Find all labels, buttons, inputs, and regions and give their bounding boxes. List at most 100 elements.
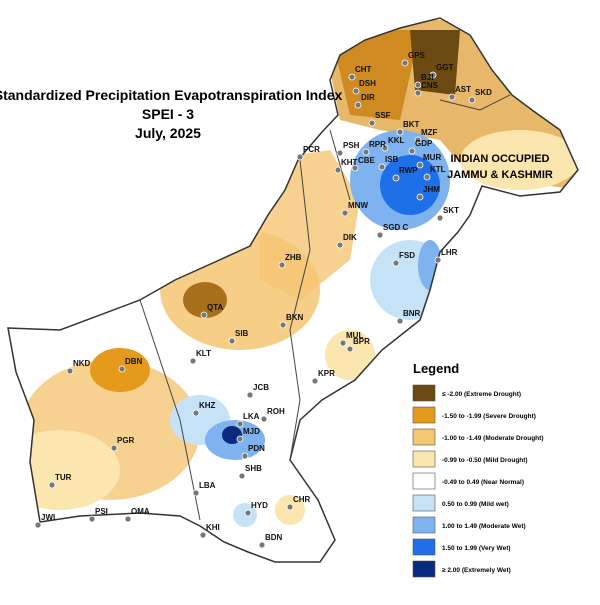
legend-label: 1.00 to 1.49 (Moderate Wet) [442,523,526,530]
station-label: BKN [286,313,304,322]
station-dot [244,509,252,517]
province-borders [139,94,511,521]
legend-swatch [412,516,436,534]
legend-label: ≤ -2.00 (Extreme Drought) [442,391,521,398]
station-dot [258,541,266,549]
legend: Legend ≤ -2.00 (Extreme Drought) -1.50 to … [412,361,543,578]
station-label: OMA [131,507,150,516]
station-label: PSI [95,507,108,516]
station-dot [414,136,422,144]
title-line: SPEI - 3 [142,106,194,122]
station-dot [414,89,422,97]
station-label: KHI [206,523,220,532]
station-dot [246,391,254,399]
station-dot [339,339,347,347]
station-label: GDP [415,139,433,148]
station-dot [118,365,126,373]
station-dot [296,153,304,161]
station-label: DIR [361,93,375,102]
station-dot [110,444,118,452]
station-dot [429,71,437,79]
station-dot [341,209,349,217]
station-dot [192,409,200,417]
station-label: BDN [265,533,283,542]
region-label: INDIAN OCCUPIED JAMMU & KASHMIR [447,153,553,181]
region-text: INDIAN OCCUPIED [450,153,549,165]
station-dot [348,73,356,81]
station-dot [192,489,200,497]
station-dot [334,166,342,174]
station-label: PCR [303,145,320,154]
legend-label: -1.50 to -1.99 (Severe Drought) [442,413,536,420]
legend-label: -0.49 to 0.49 (Near Normal) [442,479,524,486]
legend-swatch [412,494,436,512]
station-dot [236,435,244,443]
station-label: ROH [267,407,285,416]
station-dot [66,367,74,375]
station-label: JWI [41,513,55,522]
station-dot [368,119,376,127]
legend-title: Legend [413,361,459,376]
title-block: Standardized Precipitation Evapotranspir… [0,87,342,141]
legend-swatch [412,472,436,490]
station-label: TUR [55,473,72,482]
legend-swatch [412,406,436,424]
legend-label: ≥ 2.00 (Extremely Wet) [442,567,511,574]
station-label: DSH [359,79,376,88]
station-dot [200,311,208,319]
station-dot [352,87,360,95]
station-dot [189,357,197,365]
station-label: SSF [375,111,391,120]
station-label: PDN [248,444,265,453]
legend-swatch [412,538,436,556]
station-dot [228,337,236,345]
station-dot [392,259,400,267]
station-label: CHT [355,65,372,74]
title-line: Standardized Precipitation Evapotranspir… [0,87,342,103]
station-label: QTA [207,303,224,312]
station-label: LBA [199,481,216,490]
station-label: LKA [243,412,260,421]
station-dot [124,515,132,523]
station-dot [241,452,249,460]
title-line: July, 2025 [135,125,201,141]
station-label: BJI [421,73,433,82]
station-label: GGT [436,63,453,72]
station-label: GPS [408,51,426,60]
station-label: ISB [385,155,399,164]
station-dot [199,531,207,539]
station-label: CHR [293,495,311,504]
station-dot [351,164,359,172]
legend-label: -0.99 to -0.50 (Mild Drought) [442,457,528,464]
station-label: SGD C [383,223,409,232]
station-dot [346,345,354,353]
station-dot [376,231,384,239]
station-dot [311,377,319,385]
legend-label: 0.50 to 0.99 (Mild wet) [442,501,509,508]
station-dot [448,93,456,101]
station-label: BKT [403,120,420,129]
station-label: KTL [430,165,446,174]
station-dot [392,174,400,182]
station-label: MUL [346,331,363,340]
station-dot [378,163,386,171]
station-label: KLT [196,349,211,358]
station-dot [336,149,344,157]
station-label: BNR [403,309,421,318]
station-label: SHB [245,464,262,473]
region-text: JAMMU & KASHMIR [447,169,553,181]
station-dot [423,173,431,181]
station-dot [278,261,286,269]
station-dot [434,256,442,264]
station-dot [414,81,422,89]
station-dot [468,96,476,104]
station-label: RPR [369,140,386,149]
station-dot [381,144,389,152]
legend-swatch [412,384,436,402]
station-label: AST [455,85,471,94]
station-label: BPR [353,337,370,346]
station-dot [34,521,42,529]
legend-label: -1.00 to -1.49 (Moderate Drought) [442,435,543,442]
station-dot [416,161,424,169]
